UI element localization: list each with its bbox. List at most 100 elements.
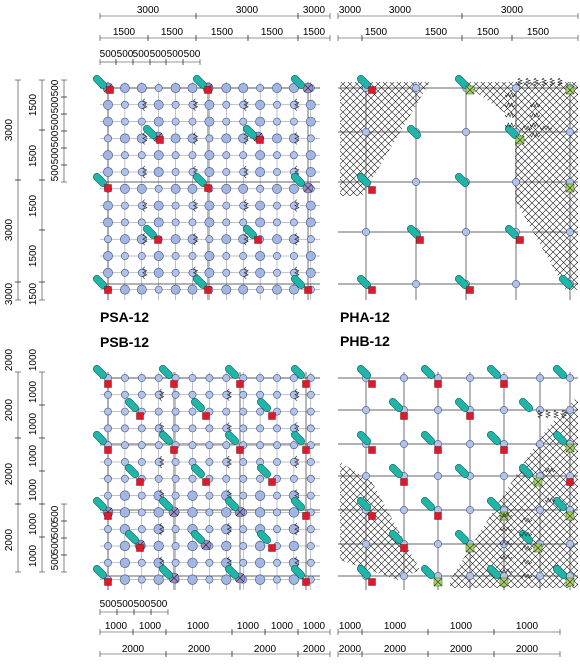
grid-node <box>238 83 249 93</box>
grid-node <box>187 133 198 144</box>
grid-node <box>171 151 180 160</box>
brace-member <box>159 431 173 445</box>
dim-left-500: 500 <box>50 521 61 538</box>
grid-node <box>171 252 180 260</box>
grid-node <box>136 133 147 144</box>
spring-connector <box>553 409 559 419</box>
grid-node <box>566 406 574 414</box>
dim-bottom-2000: 2000 <box>122 644 145 655</box>
spring-connector <box>294 232 300 246</box>
grid-node <box>222 201 231 210</box>
grid-node <box>222 117 231 126</box>
cross-mark <box>169 507 179 517</box>
grid-node <box>512 280 520 288</box>
brace-body <box>357 565 371 579</box>
grid-node <box>222 441 231 450</box>
brace-body <box>421 565 435 579</box>
dim-bottom-1000: 1000 <box>271 621 294 632</box>
red-square-marker <box>368 380 376 388</box>
grid-node <box>306 134 315 143</box>
dim-top-1500: 1500 <box>211 27 234 38</box>
grid-node <box>171 268 180 277</box>
dim-left-1000: 1000 <box>28 544 39 567</box>
hatch-zone <box>462 82 578 290</box>
grid-node <box>137 374 146 382</box>
grid-node <box>289 441 298 450</box>
grid-node <box>204 167 215 177</box>
grid-node <box>239 542 248 550</box>
grid-node <box>239 491 248 500</box>
grid-node <box>289 424 298 433</box>
spring-connector <box>529 132 541 138</box>
red-square-marker <box>136 544 144 552</box>
grid-node <box>222 474 231 483</box>
cross-mark <box>169 573 179 583</box>
grid-node <box>171 218 180 227</box>
grid-node <box>239 218 248 227</box>
grid-node <box>434 540 442 548</box>
grid-node <box>136 183 147 194</box>
grid-node <box>536 572 544 580</box>
red-square-marker <box>400 478 408 486</box>
grid-node <box>305 217 316 228</box>
psa-label: PSA-12 <box>100 309 149 325</box>
brace-body <box>357 173 371 187</box>
grid-node <box>239 390 248 399</box>
spring-connector <box>192 232 199 246</box>
brace-member <box>553 431 567 445</box>
red-square-marker <box>204 286 212 294</box>
spring-connector <box>519 517 533 523</box>
grid-node <box>119 490 130 501</box>
grid-node <box>272 183 282 194</box>
dim-left-1000: 1000 <box>28 478 39 501</box>
dim-left-1500: 1500 <box>28 194 39 217</box>
dim-bottom-1000: 1000 <box>237 621 260 632</box>
spring-connector <box>142 132 148 145</box>
dim-top-500: 500 <box>133 49 150 60</box>
spring-connector <box>525 77 531 87</box>
grid-node <box>137 525 146 534</box>
spring-connector <box>541 77 547 87</box>
dim-left-1000: 1000 <box>28 444 39 467</box>
brace-member <box>291 75 305 89</box>
grid-node <box>205 134 214 143</box>
grid-node <box>137 201 146 210</box>
grid-node <box>222 252 231 260</box>
grid-node <box>536 440 544 448</box>
grid-node <box>222 458 231 466</box>
dim-bottom-1000: 1000 <box>450 621 473 632</box>
dim-left-2000: 2000 <box>4 348 15 371</box>
cross-mark <box>565 443 575 453</box>
dim-bottom-1000: 1000 <box>339 621 362 632</box>
brace-body <box>159 365 173 379</box>
red-square-marker <box>236 446 244 454</box>
grid-node <box>187 540 198 552</box>
red-square-marker <box>500 380 508 388</box>
grid-node <box>305 99 316 110</box>
dim-bottom-2000: 2000 <box>339 644 362 655</box>
grid-node <box>137 100 146 109</box>
grid-node <box>153 540 164 552</box>
dim-left-3000: 3000 <box>4 282 15 305</box>
spring-connector <box>519 559 533 565</box>
grid-node <box>103 267 113 278</box>
dim-top-3000: 3000 <box>501 5 524 16</box>
brace-member <box>191 464 205 478</box>
grid-node <box>289 374 298 382</box>
grid-node <box>306 424 315 433</box>
grid-node <box>256 407 264 416</box>
red-square-marker <box>400 544 408 552</box>
grid-node <box>170 133 181 144</box>
grid-node <box>239 424 248 433</box>
spring-connector <box>544 467 556 473</box>
red-square-marker <box>204 86 212 94</box>
spring-connector <box>159 422 165 435</box>
dim-left-1000: 1000 <box>28 412 39 435</box>
red-square-marker <box>106 86 114 94</box>
grid-node <box>204 200 215 211</box>
grid-node <box>205 424 214 433</box>
grid-node <box>412 84 420 92</box>
grid-node <box>255 99 265 110</box>
brace-body <box>291 75 305 89</box>
